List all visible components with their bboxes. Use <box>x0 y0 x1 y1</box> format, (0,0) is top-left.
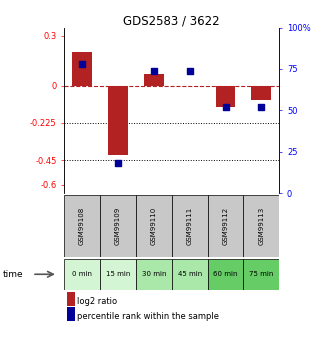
Text: GSM99112: GSM99112 <box>222 207 229 245</box>
Point <box>80 61 85 67</box>
Text: GSM99108: GSM99108 <box>79 207 85 245</box>
Text: 60 min: 60 min <box>213 271 238 277</box>
Text: GSM99109: GSM99109 <box>115 207 121 245</box>
Text: GSM99113: GSM99113 <box>258 207 265 245</box>
Bar <box>136 195 172 257</box>
Text: time: time <box>3 270 24 279</box>
Bar <box>108 86 128 155</box>
Text: 45 min: 45 min <box>178 271 202 277</box>
Bar <box>251 86 271 100</box>
Bar <box>208 259 243 290</box>
Bar <box>172 259 208 290</box>
Text: 15 min: 15 min <box>106 271 130 277</box>
Bar <box>64 259 100 290</box>
Bar <box>72 52 92 86</box>
Bar <box>243 259 279 290</box>
Bar <box>208 195 243 257</box>
Point <box>151 68 156 73</box>
Bar <box>243 195 279 257</box>
Bar <box>64 195 100 257</box>
Bar <box>216 86 235 107</box>
Bar <box>100 259 136 290</box>
Text: 75 min: 75 min <box>249 271 273 277</box>
Text: percentile rank within the sample: percentile rank within the sample <box>77 312 219 321</box>
Point <box>259 104 264 110</box>
Point <box>116 161 121 166</box>
Bar <box>144 74 164 86</box>
Text: 0 min: 0 min <box>72 271 92 277</box>
Bar <box>172 195 208 257</box>
Point <box>187 68 192 73</box>
Text: GSM99110: GSM99110 <box>151 207 157 245</box>
Title: GDS2583 / 3622: GDS2583 / 3622 <box>123 14 220 28</box>
Text: log2 ratio: log2 ratio <box>77 297 117 306</box>
Point <box>223 104 228 110</box>
Bar <box>100 195 136 257</box>
Text: GSM99111: GSM99111 <box>187 207 193 245</box>
Bar <box>136 259 172 290</box>
Text: 30 min: 30 min <box>142 271 166 277</box>
